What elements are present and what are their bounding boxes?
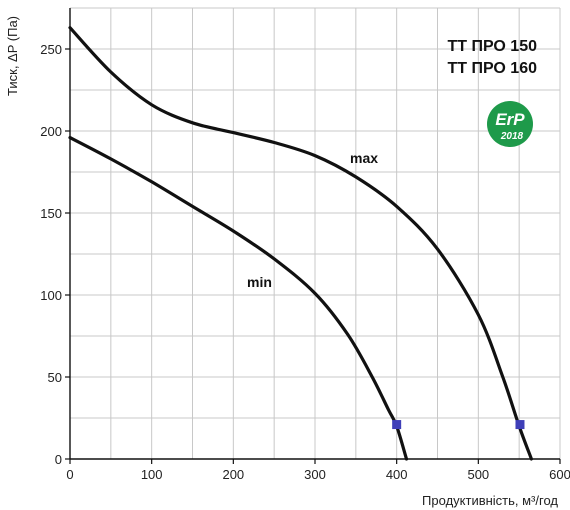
series-line-min xyxy=(68,136,409,461)
operating-point-marker xyxy=(515,420,525,430)
erp-logo-text: ErP xyxy=(495,110,525,129)
operating-point-marker xyxy=(392,420,402,430)
y-tick-label: 200 xyxy=(40,124,62,139)
y-tick-label: 150 xyxy=(40,206,62,221)
x-tick-label: 400 xyxy=(386,467,408,482)
x-tick-label: 300 xyxy=(304,467,326,482)
erp-logo: ErP 2018 xyxy=(487,101,533,147)
markers xyxy=(392,420,525,430)
y-tick-label: 250 xyxy=(40,42,62,57)
y-axis-title: Тиск, ΔP (Па) xyxy=(5,16,20,96)
y-tick-label: 0 xyxy=(55,452,62,467)
curve-label-max: max xyxy=(350,150,378,166)
y-tick-label: 50 xyxy=(48,370,62,385)
curves xyxy=(68,26,533,461)
grid xyxy=(69,7,561,459)
x-tick-label: 0 xyxy=(66,467,73,482)
y-tick-label: 100 xyxy=(40,288,62,303)
x-tick-label: 600 xyxy=(549,467,570,482)
x-tick-label: 100 xyxy=(141,467,163,482)
series-line-max xyxy=(68,26,533,461)
x-tick-label: 500 xyxy=(467,467,489,482)
curve-label-min: min xyxy=(247,274,272,290)
tick-labels: 0 100 200 300 400 500 600 0 50 100 150 200 250 xyxy=(40,42,570,482)
x-tick-label: 200 xyxy=(222,467,244,482)
model-title-2: TT ПРО 160 xyxy=(447,60,537,77)
erp-logo-badge xyxy=(487,101,533,147)
x-axis-title: Продуктивність, м³/год xyxy=(422,493,558,508)
model-title-1: TT ПРО 150 xyxy=(447,38,537,55)
erp-logo-year: 2018 xyxy=(500,131,524,142)
